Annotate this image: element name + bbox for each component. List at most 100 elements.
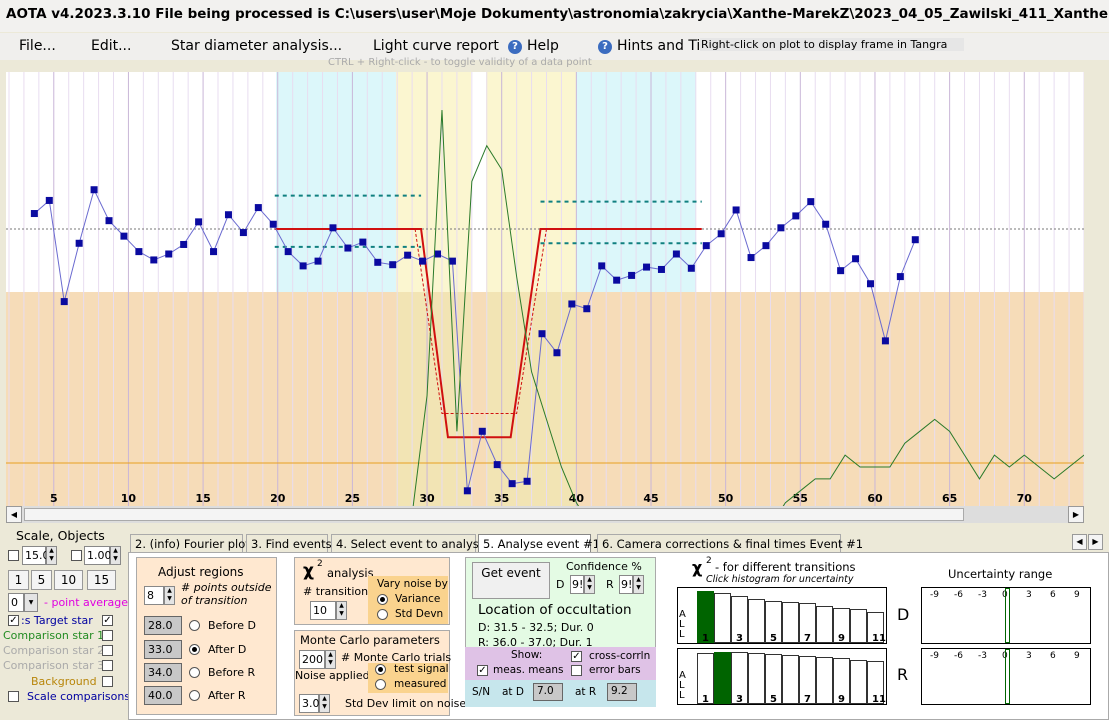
tab-camera-corrections[interactable]: 6. Camera corrections & final times Even… <box>597 534 863 552</box>
before-d-radio[interactable] <box>189 620 200 631</box>
scale1-checkbox[interactable] <box>8 550 19 561</box>
histogram-bar[interactable] <box>714 652 731 704</box>
cross-corrln-checkbox[interactable]: ✓ <box>571 651 582 662</box>
confidence-d-input[interactable]: 9! <box>570 575 584 594</box>
histogram-bar[interactable] <box>731 596 748 643</box>
uncertainty-tick: -6 <box>954 651 963 661</box>
monte-carlo-trials-input[interactable]: 200 <box>299 650 325 669</box>
scale-comparisons-checkbox[interactable] <box>8 691 19 702</box>
tabs-scroll-right[interactable]: ▶ <box>1088 534 1103 550</box>
confidence-r-input[interactable]: 9! <box>619 575 633 594</box>
before-r-radio[interactable] <box>189 667 200 678</box>
point-average-dropdown[interactable]: ▼ <box>24 593 38 612</box>
monte-carlo-trials-spin[interactable]: ▲ ▼ <box>325 650 336 669</box>
histogram-bar[interactable] <box>799 603 816 643</box>
scale-10-button[interactable]: 10 <box>54 570 83 590</box>
scale-5-button[interactable]: 5 <box>31 570 52 590</box>
monte-carlo-title: Monte Carlo parameters <box>300 633 440 647</box>
menu-help[interactable]: ? Help <box>508 38 559 54</box>
background-checkbox[interactable] <box>102 676 113 687</box>
histogram-bar[interactable] <box>714 593 731 643</box>
menu-star-diameter[interactable]: Star diameter analysis... <box>171 38 343 54</box>
target-series[interactable] <box>6 109 1084 506</box>
after-r-radio[interactable] <box>189 690 200 701</box>
test-signal-radio[interactable] <box>375 664 386 675</box>
light-curve-svg[interactable]: 5 10 15 20 25 30 35 40 45 50 55 60 65 70 <box>6 72 1084 506</box>
tab-analyse-event[interactable]: 5. Analyse event #1 <box>478 534 600 552</box>
comparison1-checkbox[interactable] <box>102 630 113 641</box>
histogram-bar[interactable] <box>748 653 765 704</box>
histogram-bar[interactable] <box>765 653 782 704</box>
histogram-bar[interactable] <box>850 609 867 643</box>
data-point <box>613 276 621 284</box>
scroll-thumb[interactable] <box>24 508 964 521</box>
meas-means-checkbox[interactable]: ✓ <box>477 665 488 676</box>
hist-x-label: 3 <box>736 694 743 705</box>
histogram-bar[interactable] <box>765 601 782 643</box>
uncertainty-tick: 6 <box>1050 590 1056 600</box>
histogram-bar[interactable] <box>697 591 714 643</box>
histogram-bar[interactable] <box>748 598 765 643</box>
scale2-checkbox[interactable] <box>71 550 82 561</box>
points-outside-spin[interactable]: ▲ ▼ <box>164 586 175 605</box>
scroll-left-button[interactable]: ◀ <box>6 506 22 523</box>
r-histogram[interactable]: 1 3 5 7 9 11 <box>677 648 887 705</box>
menu-light-curve-report[interactable]: Light curve report <box>373 38 499 54</box>
error-bars-checkbox[interactable] <box>571 665 582 676</box>
confidence-r-spin[interactable]: ▲ ▼ <box>633 575 644 594</box>
histogram-bar[interactable] <box>867 611 884 643</box>
data-point <box>299 262 307 270</box>
point-average-input[interactable]: 0 <box>8 593 24 612</box>
scale1-spin[interactable]: ▲ ▼ <box>46 546 57 565</box>
histogram-bar[interactable] <box>731 652 748 704</box>
histogram-bar[interactable] <box>850 659 867 704</box>
uncertainty-tick: 9 <box>1074 590 1080 600</box>
data-point <box>195 218 203 226</box>
data-point <box>45 196 53 204</box>
confidence-d-spin[interactable]: ▲ ▼ <box>584 575 595 594</box>
comparison3-checkbox[interactable] <box>102 660 113 671</box>
histogram-bar[interactable] <box>833 658 850 704</box>
histogram-bar[interactable] <box>799 655 816 704</box>
comparison2-checkbox[interactable] <box>102 645 113 656</box>
tab-fourier[interactable]: 2. (info) Fourier plot <box>130 534 250 552</box>
uncertainty-tick: 3 <box>1026 651 1032 661</box>
scale2-spin[interactable]: ▲ ▼ <box>110 546 121 565</box>
get-event-button[interactable]: Get event <box>472 562 550 599</box>
histogram-bar[interactable] <box>833 607 850 643</box>
std-dev-limit-spin[interactable]: ▲ ▼ <box>319 694 330 713</box>
histogram-bar[interactable] <box>782 654 799 704</box>
scale-1-button[interactable]: 1 <box>8 570 29 590</box>
target-star-scale-checkbox[interactable]: ✓ <box>102 615 113 626</box>
target-star-checkbox[interactable]: ✓ <box>8 615 19 626</box>
light-curve-plot[interactable]: 5 10 15 20 25 30 35 40 45 50 55 60 65 70 <box>6 72 1084 506</box>
after-d-radio[interactable] <box>189 644 200 655</box>
data-point <box>254 204 262 212</box>
tabs-scroll-left[interactable]: ◀ <box>1072 534 1087 550</box>
variance-radio[interactable] <box>377 594 388 605</box>
d-histogram[interactable]: 1 3 5 7 9 11 <box>677 587 887 644</box>
points-outside-input[interactable]: 8 <box>144 586 164 605</box>
menu-hints[interactable]: ? Hints and Ti <box>598 38 700 54</box>
histogram-bar[interactable] <box>697 653 714 704</box>
scale1-input[interactable]: 15.0 <box>22 546 50 565</box>
histogram-bar[interactable] <box>816 605 833 643</box>
histogram-bar[interactable] <box>782 602 799 643</box>
scale2-input[interactable]: 1.00 <box>84 546 112 565</box>
transitions-input[interactable]: 10 <box>310 601 336 620</box>
std-devn-radio[interactable] <box>377 609 388 620</box>
histogram-bar[interactable] <box>867 661 884 704</box>
data-point <box>807 198 815 206</box>
measured-radio[interactable] <box>375 679 386 690</box>
data-point <box>643 263 651 271</box>
menu-file[interactable]: File... <box>19 38 56 54</box>
transitions-spin[interactable]: ▲ ▼ <box>336 601 347 620</box>
tab-select-event[interactable]: 4. Select event to analyse <box>331 534 486 552</box>
scale-15-button[interactable]: 15 <box>87 570 116 590</box>
tab-find-events[interactable]: 3. Find events <box>246 534 332 552</box>
menu-edit[interactable]: Edit... <box>91 38 132 54</box>
plot-scrollbar[interactable]: ◀ ▶ <box>6 506 1084 523</box>
std-dev-limit-input[interactable]: 3.0 <box>299 694 320 713</box>
histogram-bar[interactable] <box>816 657 833 704</box>
scroll-right-button[interactable]: ▶ <box>1068 506 1084 523</box>
